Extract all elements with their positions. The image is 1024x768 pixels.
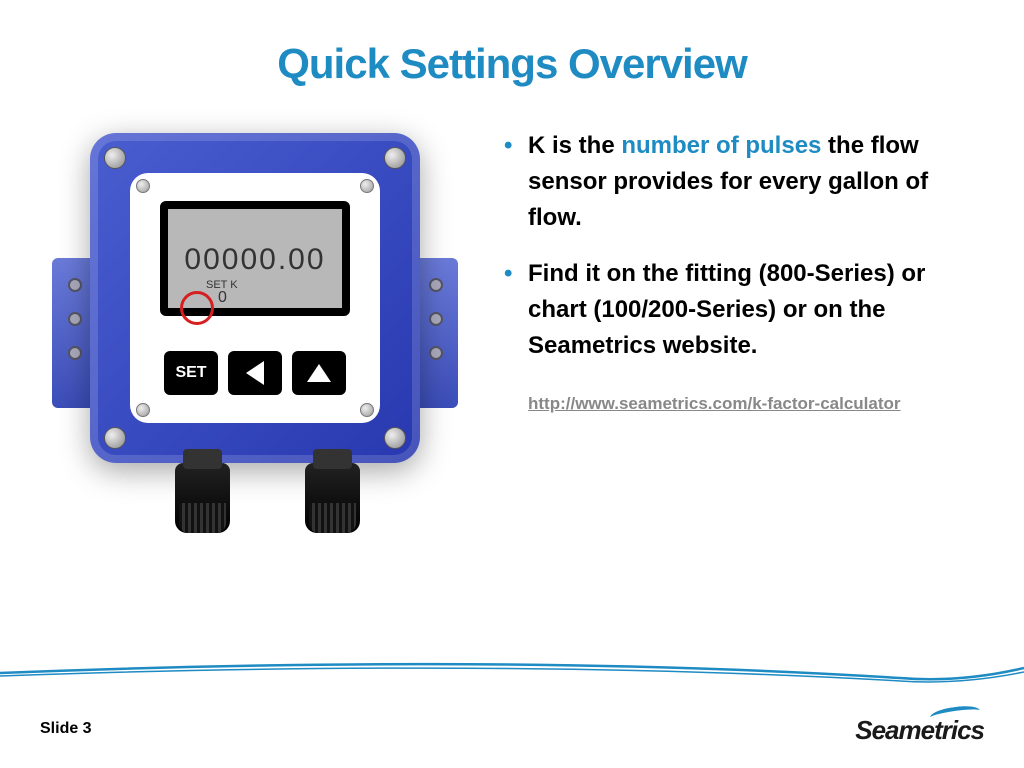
lcd-mode-label: SET K: [206, 279, 332, 291]
flow-meter-device: 00000.00 SET K 0 SET: [40, 118, 470, 588]
screw-icon: [360, 403, 374, 417]
mount-hole: [68, 312, 82, 326]
mount-hole: [429, 312, 443, 326]
k-factor-link[interactable]: http://www.seametrics.com/k-factor-calcu…: [500, 394, 984, 414]
bullet-text: Find it on the fitting (800-Series) or c…: [528, 260, 925, 359]
triangle-up-icon: [307, 364, 331, 382]
brand-logo: Seametrics: [855, 715, 984, 746]
bullet-list: K is the number of pulses the flow senso…: [500, 128, 984, 364]
screw-icon: [104, 147, 126, 169]
screw-icon: [384, 147, 406, 169]
content-row: 00000.00 SET K 0 SET K is the nu: [0, 88, 1024, 588]
screw-icon: [136, 403, 150, 417]
device-face: 00000.00 SET K 0 SET: [130, 173, 380, 423]
highlight-text: number of pulses: [621, 132, 821, 159]
cable-gland-right: [305, 463, 360, 533]
mount-hole: [429, 346, 443, 360]
up-arrow-button[interactable]: [292, 351, 346, 395]
mount-hole: [68, 278, 82, 292]
set-button[interactable]: SET: [164, 351, 218, 395]
device-button-row: SET: [160, 351, 350, 395]
text-column: K is the number of pulses the flow senso…: [480, 118, 984, 588]
screw-icon: [384, 427, 406, 449]
bullet-item: K is the number of pulses the flow senso…: [500, 128, 984, 236]
left-arrow-button[interactable]: [228, 351, 282, 395]
slide-number: Slide 3: [40, 720, 92, 738]
screw-icon: [136, 179, 150, 193]
lcd-k-value: 0: [218, 289, 332, 307]
screw-icon: [104, 427, 126, 449]
device-case: 00000.00 SET K 0 SET: [90, 133, 420, 463]
triangle-left-icon: [246, 361, 264, 385]
footer-divider-swoosh: [0, 658, 1024, 688]
mount-hole: [429, 278, 443, 292]
device-column: 00000.00 SET K 0 SET: [40, 118, 480, 588]
lcd-main-value: 00000.00: [178, 243, 332, 277]
cable-gland-left: [175, 463, 230, 533]
bullet-item: Find it on the fitting (800-Series) or c…: [500, 256, 984, 364]
lcd-display: 00000.00 SET K 0: [160, 201, 350, 316]
page-title: Quick Settings Overview: [0, 0, 1024, 88]
screw-icon: [360, 179, 374, 193]
mount-hole: [68, 346, 82, 360]
bullet-text: K is the: [528, 132, 621, 159]
